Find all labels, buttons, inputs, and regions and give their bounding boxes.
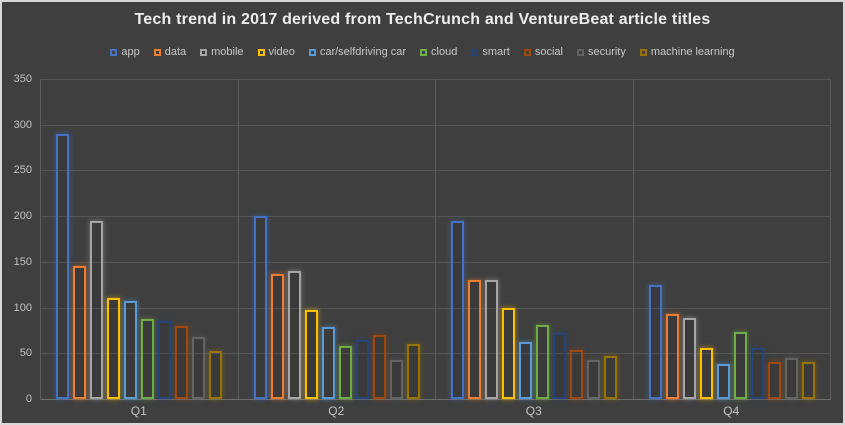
bar-cloud-q1: [141, 318, 155, 399]
bar-video-q4: [699, 347, 713, 399]
bar-data-q4: [665, 313, 679, 399]
x-tick-label-q4: Q4: [723, 404, 740, 418]
panel-q2: [239, 79, 436, 399]
plot-area: [40, 79, 831, 400]
gridline-350: [41, 79, 831, 80]
bar-data-q3: [468, 280, 482, 399]
bar-security-q3: [587, 359, 601, 399]
legend-label: machine learning: [650, 46, 735, 58]
bar-video-q3: [502, 307, 516, 399]
chart-legend: app data mobile video car/selfdriving car clo…: [2, 46, 843, 58]
bar-data-q1: [73, 265, 87, 399]
legend-item-car-selfdriving-car: car/selfdriving car: [308, 46, 407, 58]
bar-car-selfdriving-car-q2: [321, 326, 335, 399]
bar-cloud-q3: [536, 324, 550, 399]
bar-app-q4: [648, 284, 662, 399]
bar-smart-q3: [553, 333, 567, 399]
gridline-200: [41, 216, 831, 218]
legend-swatch-security: [576, 48, 584, 56]
bar-app-q1: [56, 133, 70, 399]
y-tick-label: 50: [19, 347, 32, 360]
bar-social-q1: [175, 325, 189, 399]
gridline-300: [41, 124, 831, 126]
legend-swatch-mobile: [200, 48, 208, 56]
legend-swatch-video: [257, 48, 265, 56]
x-tick-label-q2: Q2: [328, 404, 345, 418]
legend-label: video: [268, 46, 295, 58]
legend-item-data: data: [153, 46, 187, 58]
bar-cloud-q4: [733, 332, 747, 399]
bar-smart-q4: [750, 347, 764, 399]
legend-label: app: [121, 46, 140, 58]
legend-item-cloud: cloud: [420, 46, 457, 58]
y-tick-label: 300: [13, 118, 32, 131]
legend-label: car/selfdriving car: [319, 46, 407, 58]
legend-label: mobile: [211, 46, 244, 58]
y-tick-label: 250: [13, 164, 32, 177]
y-tick-label: 100: [13, 301, 32, 314]
legend-label: smart: [482, 46, 510, 58]
y-tick-label: 150: [13, 255, 32, 268]
bar-smart-q1: [158, 321, 172, 399]
bar-machine-learning-q2: [406, 344, 420, 399]
legend-swatch-smart: [471, 48, 479, 56]
legend-item-smart: smart: [471, 46, 510, 58]
bar-car-selfdriving-car-q3: [519, 342, 533, 399]
bar-mobile-q4: [682, 317, 696, 399]
legend-item-machine-learning: machine learning: [639, 46, 735, 58]
bar-social-q4: [767, 361, 781, 399]
legend-item-video: video: [257, 46, 295, 58]
bar-machine-learning-q3: [604, 356, 618, 399]
gridline-150: [41, 261, 831, 263]
bar-machine-learning-q4: [801, 361, 815, 399]
panel-q4: [634, 79, 831, 399]
bar-social-q3: [570, 349, 584, 399]
legend-item-mobile: mobile: [200, 46, 244, 58]
bar-cloud-q2: [338, 345, 352, 399]
panel-q1: [41, 79, 239, 399]
legend-label: security: [587, 46, 626, 58]
y-tick-label: 0: [25, 393, 32, 405]
chart-title: Tech trend in 2017 derived from TechCrun…: [134, 11, 711, 28]
y-tick-label: 200: [13, 210, 32, 223]
bar-mobile-q1: [90, 220, 104, 399]
gridline-50: [41, 353, 831, 355]
y-tick-label: 350: [13, 73, 32, 85]
panel-q3: [436, 79, 634, 399]
bar-video-q1: [107, 298, 121, 399]
bar-car-selfdriving-car-q4: [716, 364, 730, 399]
legend-swatch-app: [110, 48, 118, 56]
bar-smart-q2: [355, 339, 369, 399]
legend-label: cloud: [431, 46, 458, 58]
bar-car-selfdriving-car-q1: [124, 301, 138, 399]
legend-swatch-cloud: [420, 48, 428, 56]
bar-app-q2: [253, 216, 267, 399]
legend-item-social: social: [523, 46, 563, 58]
category-panels: [41, 79, 831, 399]
bar-mobile-q3: [485, 280, 499, 399]
bar-video-q2: [304, 310, 318, 399]
bar-social-q2: [372, 335, 386, 399]
legend-swatch-data: [153, 48, 161, 56]
legend-label: data: [164, 46, 187, 58]
bar-machine-learning-q1: [209, 351, 223, 399]
x-tick-label-q3: Q3: [525, 404, 542, 418]
legend-label: social: [534, 46, 563, 58]
x-axis-labels: Q1 Q2 Q3 Q4: [40, 404, 830, 418]
x-tick-label-q1: Q1: [130, 404, 147, 418]
bar-data-q2: [270, 273, 284, 399]
gridline-100: [41, 307, 831, 309]
bar-security-q4: [784, 357, 798, 399]
legend-swatch-machine-learning: [639, 48, 647, 56]
bar-mobile-q2: [287, 271, 301, 399]
bar-security-q1: [192, 336, 206, 399]
bar-security-q2: [389, 359, 403, 399]
legend-swatch-car-selfdriving-car: [308, 48, 316, 56]
legend-swatch-social: [523, 48, 531, 56]
legend-item-security: security: [576, 46, 626, 58]
gridline-250: [41, 170, 831, 172]
bar-app-q3: [451, 220, 465, 399]
legend-item-app: app: [110, 46, 140, 58]
